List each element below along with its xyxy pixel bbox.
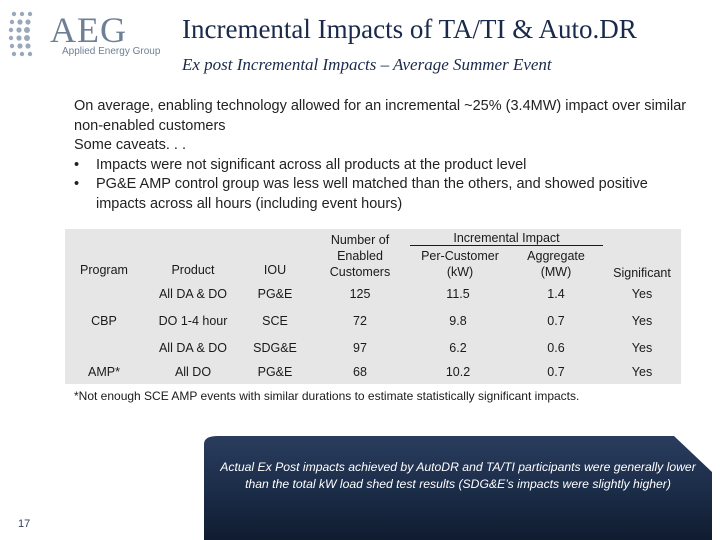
cell-aggregate: 0.7 [547, 314, 565, 328]
cell-significant: Yes [631, 314, 653, 328]
col-header-enabled-customers: Number of Enabled Customers [329, 233, 391, 279]
cell-aggregate: 1.4 [547, 287, 565, 301]
col-header-product: Product [171, 263, 215, 277]
intro-caveats: Some caveats. . . [74, 137, 187, 153]
cell-enabled: 68 [353, 365, 367, 379]
logo-wordmark: AEG [50, 10, 127, 50]
callout-shape [204, 436, 712, 540]
cell-iou: PG&E [257, 287, 293, 301]
cell-enabled: 72 [353, 314, 367, 328]
sunburst-logo-icon [8, 11, 33, 57]
cell-iou: PG&E [257, 365, 293, 379]
slide-number: 17 [18, 518, 31, 530]
cell-per-customer: 6.2 [449, 341, 467, 355]
cell-product: All DA & DO [158, 287, 228, 301]
bullet-text: PG&E AMP control group was less well mat… [96, 176, 648, 212]
logo-subtitle: Applied Energy Group [62, 46, 161, 57]
page-title: Incremental Impacts of TA/TI & Auto.DR [182, 14, 637, 44]
cell-enabled: 97 [353, 341, 367, 355]
cell-product: All DA & DO [158, 341, 228, 355]
cell-aggregate: 0.6 [547, 341, 565, 355]
bullet-text: Impacts were not significant across all … [96, 156, 527, 173]
col-header-significant: Significant [613, 266, 671, 280]
col-header-incremental-impact: Incremental Impact [453, 231, 560, 245]
intro-text: On average, enabling technology allowed … [74, 97, 694, 214]
cell-per-customer: 10.2 [445, 365, 471, 379]
cell-aggregate: 0.7 [547, 365, 565, 379]
program-amp: AMP* [88, 365, 120, 379]
impacts-table [65, 229, 681, 384]
callout-text: Actual Ex Post impacts achieved by AutoD… [220, 460, 696, 491]
intro-line: On average, enabling technology allowed … [74, 98, 687, 134]
cell-product: All DO [174, 365, 212, 379]
cell-significant: Yes [631, 287, 653, 301]
col-header-program: Program [80, 263, 128, 277]
company-logo: AEG Applied Energy Group [6, 8, 171, 60]
cell-per-customer: 11.5 [446, 287, 470, 301]
col-header-per-customer: Per-Customer (kW) [421, 249, 499, 279]
cell-significant: Yes [631, 365, 653, 379]
bullet-item: • PG&E AMP control group was less well m… [74, 175, 694, 214]
header-divider [410, 245, 603, 246]
cell-per-customer: 9.8 [449, 314, 467, 328]
cell-significant: Yes [631, 341, 653, 355]
bullet-glyph: • [74, 176, 80, 192]
cell-iou: SCE [262, 314, 288, 328]
col-header-iou: IOU [263, 263, 287, 277]
program-cbp: CBP [91, 314, 117, 328]
col-header-aggregate: Aggregate (MW) [527, 249, 585, 279]
table-footnote: *Not enough SCE AMP events with similar … [74, 389, 580, 403]
cell-enabled: 125 [349, 287, 371, 301]
page-subtitle: Ex post Incremental Impacts – Average Su… [182, 55, 552, 74]
cell-product: DO 1-4 hour [158, 314, 228, 328]
bullet-glyph: • [74, 156, 80, 173]
cell-iou: SDG&E [253, 341, 297, 355]
bullet-item: • Impacts were not significant across al… [74, 156, 694, 176]
